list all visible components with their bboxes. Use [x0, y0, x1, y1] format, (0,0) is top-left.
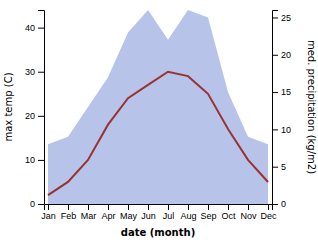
- tick: Jun: [141, 204, 156, 221]
- tick-label: Feb: [61, 211, 77, 221]
- tick-mark: [272, 129, 278, 130]
- tick: 0: [30, 199, 44, 209]
- y2-axis: 0 5 10 15 20 25: [272, 11, 291, 210]
- tick-mark: [272, 55, 278, 56]
- tick-mark: [188, 204, 189, 210]
- tick-label: 40: [25, 23, 35, 33]
- tick: Aug: [180, 204, 196, 221]
- tick: 20: [25, 111, 44, 121]
- plot-area: Jan Feb Mar Apr MayJun Jul Aug Sep Oct NovDec 0 10 2…: [25, 10, 291, 221]
- tick-label: Aug: [180, 211, 196, 221]
- tick-mark: [38, 160, 44, 161]
- tick-label: May: [120, 211, 138, 221]
- tick-mark: [228, 204, 229, 210]
- y-axis: 0 10 20 30 40: [25, 11, 45, 210]
- tick: 30: [25, 67, 44, 77]
- tick-mark: [108, 204, 109, 210]
- tick-mark: [168, 204, 169, 210]
- tick: 15: [272, 87, 291, 97]
- tick: Feb: [61, 204, 77, 221]
- tick-mark: [38, 72, 44, 73]
- tick: Mar: [81, 204, 97, 221]
- x-axis: Jan Feb Mar Apr MayJun Jul Aug Sep Oct NovDec: [41, 204, 277, 221]
- tick-label: 20: [25, 111, 35, 121]
- tick: 0: [272, 199, 286, 209]
- tick-label: 20: [281, 50, 291, 60]
- tick-mark: [38, 28, 44, 29]
- tick-mark: [272, 92, 278, 93]
- tick-mark: [148, 204, 149, 210]
- tick-mark: [268, 204, 269, 210]
- tick-label: Jul: [163, 211, 175, 221]
- tick-mark: [128, 204, 129, 210]
- tick: Dec: [260, 204, 277, 221]
- x-axis-title: date (month): [121, 227, 195, 238]
- tick: Sep: [200, 204, 216, 221]
- tick: Apr: [101, 204, 115, 221]
- tick-label: 0: [281, 199, 286, 209]
- tick-label: Mar: [81, 211, 97, 221]
- tick-mark: [248, 204, 249, 210]
- tick-label: Apr: [101, 211, 115, 221]
- tick: 10: [25, 155, 44, 165]
- tick-label: 0: [30, 199, 35, 209]
- tick-label: Jan: [41, 211, 56, 221]
- tick-label: Nov: [240, 211, 257, 221]
- tick-label: Jun: [141, 211, 156, 221]
- line: [48, 72, 268, 195]
- axis-line: [38, 11, 45, 205]
- tick-mark: [48, 204, 49, 210]
- tick: 20: [272, 50, 291, 60]
- tick-mark: [88, 204, 89, 210]
- area: [48, 10, 268, 204]
- tick: 40: [25, 23, 44, 33]
- tick-label: 25: [281, 13, 291, 23]
- tick-label: 10: [25, 155, 35, 165]
- tick: Nov: [240, 204, 257, 221]
- tick-label: Oct: [221, 211, 236, 221]
- tick: Jul: [163, 204, 175, 221]
- tick-mark: [38, 204, 44, 205]
- tick-label: 30: [25, 67, 35, 77]
- tick-label: Dec: [260, 211, 277, 221]
- y-axis-title: max temp (C): [3, 72, 14, 141]
- tick-label: 15: [281, 87, 291, 97]
- tick-mark: [272, 167, 278, 168]
- tick: 10: [272, 125, 291, 135]
- tick-mark: [272, 17, 278, 18]
- tick-label: 10: [281, 125, 291, 135]
- tick: 5: [272, 162, 286, 172]
- tick-mark: [272, 204, 278, 205]
- axis-line: [273, 11, 279, 205]
- tick-mark: [38, 116, 44, 117]
- tick-label: 5: [281, 162, 286, 172]
- marks: [48, 10, 268, 204]
- axis-line: [45, 205, 273, 211]
- tick-label: Sep: [200, 211, 216, 221]
- tick: 25: [272, 13, 291, 23]
- tick: Oct: [221, 204, 236, 221]
- chart: Jan Feb Mar Apr MayJun Jul Aug Sep Oct NovDec 0 10 2…: [0, 0, 318, 242]
- tick-mark: [68, 204, 69, 210]
- tick: May: [120, 204, 138, 221]
- tick-mark: [208, 204, 209, 210]
- y2-axis-title: med. precipitation (kg/m2): [306, 40, 317, 174]
- tick: Jan: [41, 204, 56, 221]
